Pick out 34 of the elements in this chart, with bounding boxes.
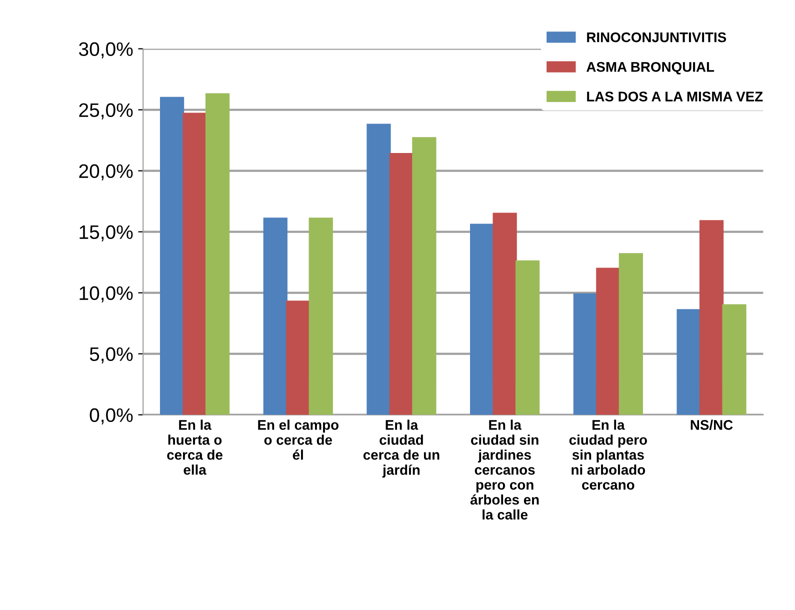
bar: [699, 220, 724, 415]
bar: [722, 304, 746, 415]
legend-label: ASMA BRONQUIAL: [586, 62, 714, 74]
y-tick-label: 25,0%: [79, 103, 133, 120]
y-tick-label: 0,0%: [90, 408, 133, 424]
y-tick-label: 10,0%: [80, 286, 133, 302]
x-tick-label: En el campo o cerca de él: [258, 420, 338, 460]
bar: [516, 260, 540, 415]
bar: [389, 153, 414, 415]
bar: [618, 253, 643, 415]
bar: [573, 293, 598, 415]
y-tick-label: 5,0%: [90, 347, 133, 364]
bar: [263, 218, 288, 415]
x-tick-label: NS/NC: [690, 420, 733, 430]
bar: [596, 268, 620, 415]
bar: [492, 212, 517, 415]
bar: [412, 137, 436, 415]
legend-label: RINOCONJUNTIVITIS: [587, 32, 726, 42]
legend-label: LAS DOS A LA MISMA VEZ: [587, 92, 763, 102]
x-tick-label: En la ciudad pero sin plantas ni arbolado cercano: [569, 420, 647, 490]
bar: [470, 224, 494, 415]
x-tick-label: En la huerta o cerca de ella: [167, 420, 222, 475]
bar: [676, 309, 701, 415]
bar: [286, 300, 310, 415]
x-tick-label: En la ciudad cerca de un jardín: [363, 420, 440, 478]
y-tick-label: 30,0%: [78, 42, 133, 58]
bar: [308, 218, 333, 415]
y-tick-label: 20,0%: [79, 164, 133, 180]
bar: [182, 112, 207, 415]
y-tick-label: 15,0%: [80, 225, 133, 242]
bar: [160, 96, 184, 415]
x-tick-label: En la ciudad sin jardines cercanos pero con árboles en la calle: [470, 420, 539, 520]
bar: [205, 93, 230, 415]
bar: [366, 124, 391, 415]
